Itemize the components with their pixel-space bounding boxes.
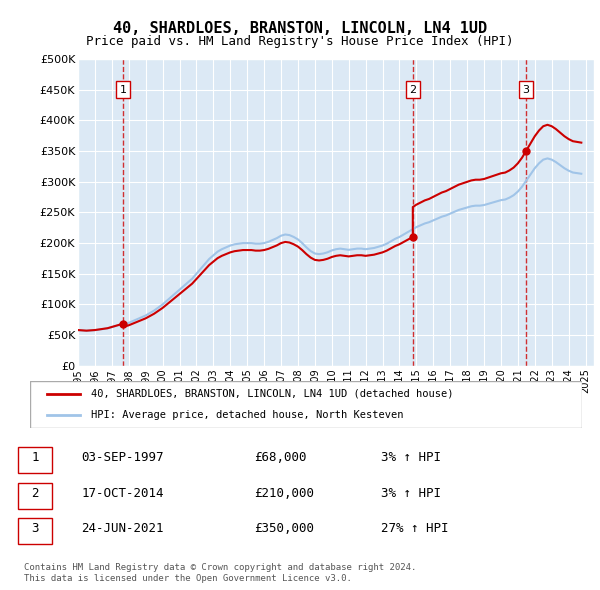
Text: £68,000: £68,000 — [254, 451, 307, 464]
Text: 27% ↑ HPI: 27% ↑ HPI — [380, 522, 448, 535]
FancyBboxPatch shape — [30, 381, 582, 428]
FancyBboxPatch shape — [18, 518, 52, 544]
Text: Price paid vs. HM Land Registry's House Price Index (HPI): Price paid vs. HM Land Registry's House … — [86, 35, 514, 48]
Text: 3: 3 — [31, 522, 39, 535]
Text: 17-OCT-2014: 17-OCT-2014 — [81, 487, 164, 500]
Text: Contains HM Land Registry data © Crown copyright and database right 2024.
This d: Contains HM Land Registry data © Crown c… — [24, 563, 416, 583]
Text: HPI: Average price, detached house, North Kesteven: HPI: Average price, detached house, Nort… — [91, 409, 403, 419]
Text: 3: 3 — [523, 85, 529, 94]
Text: 3% ↑ HPI: 3% ↑ HPI — [380, 451, 440, 464]
FancyBboxPatch shape — [18, 447, 52, 473]
Text: 2: 2 — [31, 487, 39, 500]
Text: £210,000: £210,000 — [254, 487, 314, 500]
Text: 24-JUN-2021: 24-JUN-2021 — [81, 522, 164, 535]
Text: 40, SHARDLOES, BRANSTON, LINCOLN, LN4 1UD: 40, SHARDLOES, BRANSTON, LINCOLN, LN4 1U… — [113, 21, 487, 35]
Text: 3% ↑ HPI: 3% ↑ HPI — [380, 487, 440, 500]
FancyBboxPatch shape — [18, 483, 52, 509]
Text: 1: 1 — [119, 85, 127, 94]
Text: 2: 2 — [409, 85, 416, 94]
Text: 40, SHARDLOES, BRANSTON, LINCOLN, LN4 1UD (detached house): 40, SHARDLOES, BRANSTON, LINCOLN, LN4 1U… — [91, 389, 453, 399]
Text: 03-SEP-1997: 03-SEP-1997 — [81, 451, 164, 464]
Text: 1: 1 — [31, 451, 39, 464]
Text: £350,000: £350,000 — [254, 522, 314, 535]
